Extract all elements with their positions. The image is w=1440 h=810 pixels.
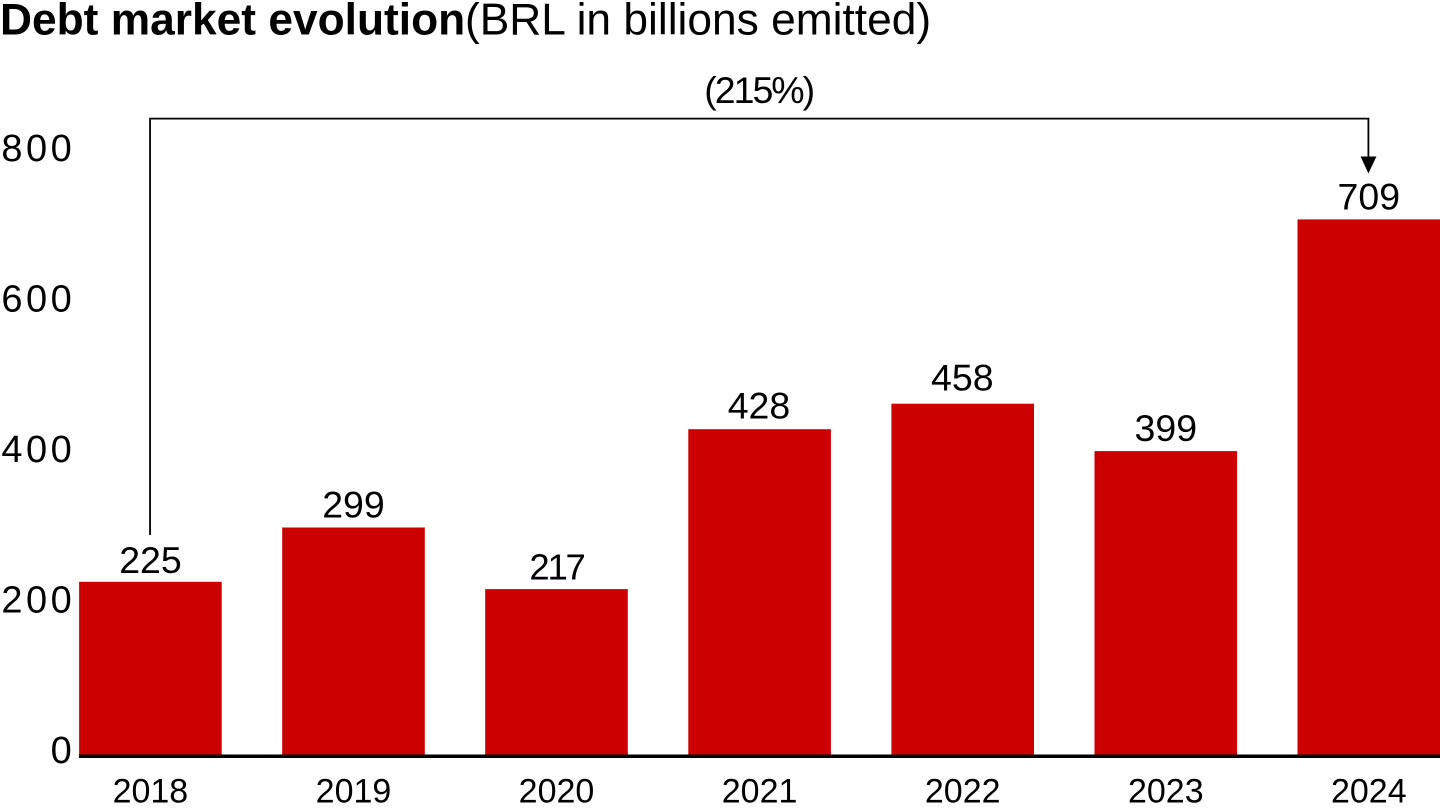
svg-text:458: 458 <box>931 357 994 399</box>
svg-text:225: 225 <box>119 539 182 581</box>
svg-text:800: 800 <box>1 128 75 170</box>
svg-text:2019: 2019 <box>316 772 392 810</box>
svg-text:428: 428 <box>728 385 791 427</box>
svg-text:(BRL in billions emitted): (BRL in billions emitted) <box>465 0 931 45</box>
svg-text:600: 600 <box>1 278 75 320</box>
svg-text:2020: 2020 <box>519 772 595 810</box>
svg-text:399: 399 <box>1135 407 1198 449</box>
svg-text:709: 709 <box>1338 176 1401 218</box>
svg-text:299: 299 <box>322 484 385 526</box>
svg-text:2021: 2021 <box>722 772 798 810</box>
svg-text:400: 400 <box>1 429 75 471</box>
svg-text:217: 217 <box>529 547 584 588</box>
svg-text:(215%): (215%) <box>704 69 813 111</box>
svg-text:0: 0 <box>51 730 76 772</box>
svg-text:2024: 2024 <box>1331 772 1407 810</box>
svg-text:2022: 2022 <box>925 772 1001 810</box>
svg-text:2018: 2018 <box>113 772 189 810</box>
svg-text:Debt market evolution: Debt market evolution <box>0 0 465 45</box>
svg-text:2023: 2023 <box>1128 772 1204 810</box>
svg-text:200: 200 <box>1 579 75 621</box>
